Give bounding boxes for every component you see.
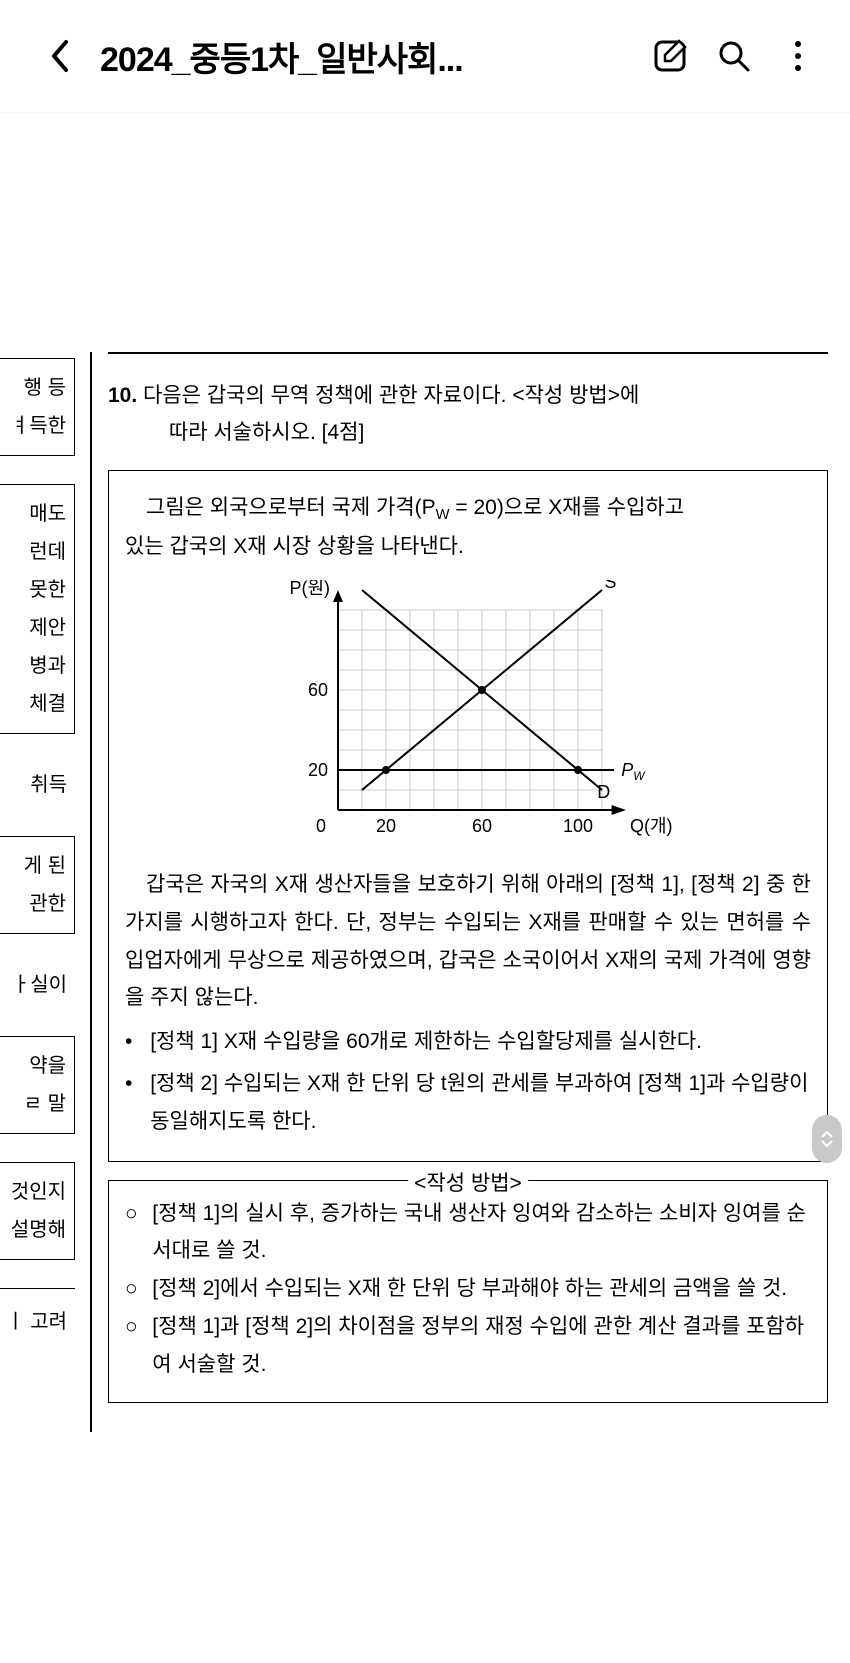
svg-text:PW: PW — [621, 760, 646, 783]
fragment-text: 관한 — [0, 885, 66, 923]
svg-text:P(원): P(원) — [289, 580, 330, 598]
fragment-text: ㄹ 말 — [0, 1085, 66, 1123]
supply-demand-chart: 20 60 0 20 60 100 P(원) Q(개) S D PW — [125, 580, 811, 850]
column-divider — [90, 352, 92, 1432]
svg-text:S: S — [604, 580, 616, 592]
fragment-text: ㅣ 고려 — [0, 1303, 67, 1341]
top-rule — [108, 352, 828, 354]
intro-text: 있는 갑국의 X재 시장 상황을 나타낸다. — [125, 528, 811, 566]
left-fragment-line: ㅣ 고려 — [0, 1288, 75, 1351]
more-vertical-icon — [793, 39, 803, 73]
method-item: ○ [정책 1]의 실시 후, 증가하는 국내 생산자 잉여와 감소하는 소비자… — [125, 1195, 811, 1271]
method-title: <작성 방법> — [408, 1167, 528, 1197]
left-fragment-box: 것인지 설명해 — [0, 1162, 75, 1260]
edit-button[interactable] — [648, 34, 692, 78]
search-icon — [717, 39, 751, 73]
question-prompt: 10. 다음은 갑국의 무역 정책에 관한 자료이다. <작성 방법>에 따라 … — [108, 378, 828, 452]
fragment-text: 체결 — [0, 685, 66, 723]
method-text: [정책 1]의 실시 후, 증가하는 국내 생산자 잉여와 감소하는 소비자 잉… — [152, 1195, 811, 1271]
bullet: ○ — [125, 1270, 152, 1308]
chevron-left-icon — [49, 39, 71, 73]
method-item: ○ [정책 1]과 [정책 2]의 차이점을 정부의 재정 수입에 관한 계산 … — [125, 1308, 811, 1384]
box-intro: 그림은 외국으로부터 국제 가격(PW = 20)으로 X재를 수입하고 — [125, 489, 811, 529]
method-item: ○ [정책 2]에서 수입되는 X재 한 단위 당 부과해야 하는 관세의 금액… — [125, 1270, 811, 1308]
document-area: 행 등 ㅕ득한 매도 런데 못한 제안 병과 체결 취득 게 된 관한 ㅏ실이 … — [0, 338, 850, 1663]
fragment-text: 못한 — [0, 571, 66, 609]
chevron-down-icon — [821, 1140, 833, 1148]
bullet: • — [125, 1065, 150, 1141]
search-button[interactable] — [712, 34, 756, 78]
svg-text:D: D — [597, 782, 610, 802]
intro-sub: W — [436, 507, 450, 523]
fragment-text: 행 등 — [0, 369, 66, 407]
edit-icon — [653, 39, 687, 73]
policy-label: [정책 2] — [150, 1072, 218, 1095]
fragment-text: 매도 — [0, 495, 66, 533]
policy-text: [정책 1] X재 수입량을 60개로 제한하는 수입할당제를 실시한다. — [150, 1023, 811, 1061]
svg-text:60: 60 — [308, 680, 328, 700]
fragment-text: 것인지 — [0, 1173, 66, 1211]
policy-item: • [정책 2] 수입되는 X재 한 단위 당 t원의 관세를 부과하여 [정책… — [125, 1065, 811, 1141]
policy-body: X재 수입량을 60개로 제한하는 수입할당제를 실시한다. — [224, 1030, 702, 1053]
fragment-text: ㅏ실이 — [0, 966, 67, 1004]
app-header: 2024_중등1차_일반사회... — [0, 0, 850, 113]
left-fragment-line: 취득 — [0, 762, 75, 808]
fragment-text: 게 된 — [0, 847, 66, 885]
method-text: [정책 2]에서 수입되는 X재 한 단위 당 부과해야 하는 관세의 금액을 … — [152, 1270, 811, 1308]
bullet: ○ — [125, 1308, 152, 1384]
method-box-wrap: <작성 방법> ○ [정책 1]의 실시 후, 증가하는 국내 생산자 잉여와 … — [108, 1180, 828, 1403]
fragment-text: 제안 — [0, 609, 66, 647]
left-fragment-box: 약을 ㄹ 말 — [0, 1036, 75, 1134]
fragment-text: 병과 — [0, 647, 66, 685]
intro-text: = 20)으로 X재를 수입하고 — [450, 496, 685, 519]
bullet: ○ — [125, 1195, 152, 1271]
bullet: • — [125, 1023, 150, 1061]
chevron-up-icon — [821, 1130, 833, 1138]
page-title: 2024_중등1차_일반사회... — [100, 32, 628, 81]
left-fragment-box: 행 등 ㅕ득한 — [0, 358, 75, 456]
left-column-fragments: 행 등 ㅕ득한 매도 런데 못한 제안 병과 체결 취득 게 된 관한 ㅏ실이 … — [0, 358, 75, 1379]
policy-text: [정책 2] 수입되는 X재 한 단위 당 t원의 관세를 부과하여 [정책 1… — [150, 1065, 811, 1141]
policy-list: • [정책 1] X재 수입량을 60개로 제한하는 수입할당제를 실시한다. … — [125, 1023, 811, 1140]
policy-label: [정책 1] — [150, 1030, 218, 1053]
question-box: 그림은 외국으로부터 국제 가격(PW = 20)으로 X재를 수입하고 있는 … — [108, 470, 828, 1162]
back-button[interactable] — [40, 36, 80, 76]
policy-item: • [정책 1] X재 수입량을 60개로 제한하는 수입할당제를 실시한다. — [125, 1023, 811, 1061]
fragment-text: 취득 — [0, 766, 67, 804]
more-button[interactable] — [776, 34, 820, 78]
svg-text:Q(개): Q(개) — [630, 816, 673, 836]
fragment-text: ㅕ득한 — [0, 407, 66, 445]
svg-text:20: 20 — [308, 760, 328, 780]
prompt-text: 따라 서술하시오. [4점] — [108, 415, 828, 452]
method-box: ○ [정책 1]의 실시 후, 증가하는 국내 생산자 잉여와 감소하는 소비자… — [108, 1180, 828, 1403]
fragment-text: 설명해 — [0, 1211, 66, 1249]
blank-space — [0, 113, 850, 338]
scroll-indicator[interactable] — [812, 1115, 842, 1163]
svg-text:0: 0 — [316, 816, 326, 836]
svg-text:60: 60 — [472, 816, 492, 836]
svg-text:20: 20 — [376, 816, 396, 836]
chart-svg: 20 60 0 20 60 100 P(원) Q(개) S D PW — [258, 580, 678, 850]
fragment-text: 약을 — [0, 1047, 66, 1085]
question-number: 10. — [108, 384, 137, 407]
box-paragraph: 갑국은 자국의 X재 생산자들을 보호하기 위해 아래의 [정책 1], [정책… — [125, 866, 811, 1017]
policy-body: 수입되는 X재 한 단위 당 t원의 관세를 부과하여 [정책 1]과 수입량이… — [150, 1072, 808, 1133]
left-fragment-box: 게 된 관한 — [0, 836, 75, 934]
prompt-text: 다음은 갑국의 무역 정책에 관한 자료이다. <작성 방법>에 — [143, 384, 639, 407]
left-fragment-box: 매도 런데 못한 제안 병과 체결 — [0, 484, 75, 734]
intro-text: 그림은 외국으로부터 국제 가격(P — [146, 496, 436, 519]
svg-text:100: 100 — [563, 816, 593, 836]
method-text: [정책 1]과 [정책 2]의 차이점을 정부의 재정 수입에 관한 계산 결과… — [152, 1308, 811, 1384]
fragment-text: 런데 — [0, 533, 66, 571]
left-fragment-line: ㅏ실이 — [0, 962, 75, 1008]
question-column: 10. 다음은 갑국의 무역 정책에 관한 자료이다. <작성 방법>에 따라 … — [108, 352, 828, 1403]
